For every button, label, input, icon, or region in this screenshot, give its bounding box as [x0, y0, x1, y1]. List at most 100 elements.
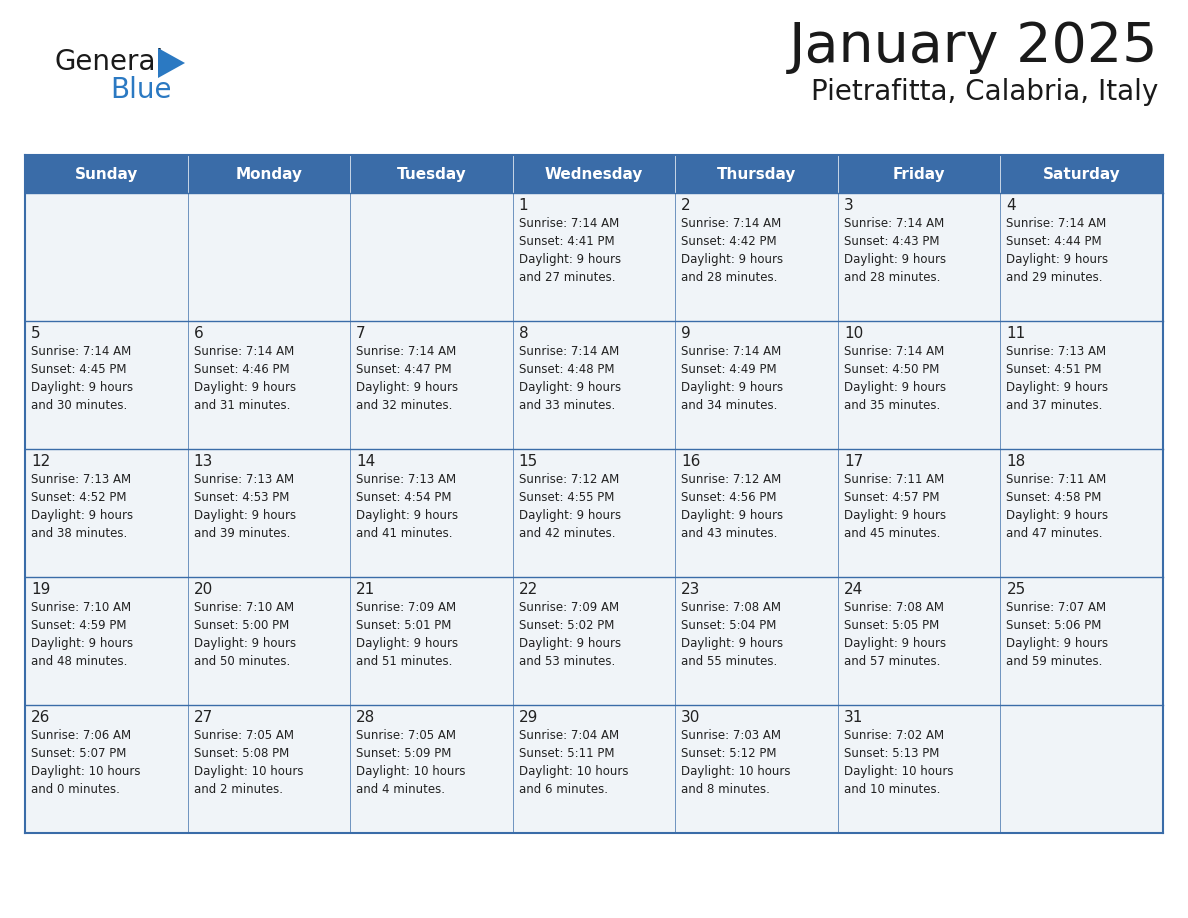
Text: and 45 minutes.: and 45 minutes.: [843, 527, 940, 540]
Bar: [675, 155, 838, 193]
Text: Sunrise: 7:04 AM: Sunrise: 7:04 AM: [519, 729, 619, 742]
Text: January 2025: January 2025: [789, 20, 1158, 74]
Text: 11: 11: [1006, 326, 1025, 341]
Text: Sunset: 5:06 PM: Sunset: 5:06 PM: [1006, 619, 1101, 632]
Text: Sunset: 5:01 PM: Sunset: 5:01 PM: [356, 619, 451, 632]
Text: 8: 8: [519, 326, 529, 341]
Text: Sunset: 4:44 PM: Sunset: 4:44 PM: [1006, 235, 1102, 248]
Text: Sunset: 4:52 PM: Sunset: 4:52 PM: [31, 491, 126, 504]
Bar: [838, 155, 1000, 193]
Text: Daylight: 9 hours: Daylight: 9 hours: [681, 637, 783, 650]
Text: Sunrise: 7:11 AM: Sunrise: 7:11 AM: [843, 473, 944, 486]
Text: 25: 25: [1006, 582, 1025, 597]
Text: Daylight: 9 hours: Daylight: 9 hours: [194, 381, 296, 394]
Text: and 33 minutes.: and 33 minutes.: [519, 399, 615, 412]
Text: 14: 14: [356, 454, 375, 469]
Text: Daylight: 9 hours: Daylight: 9 hours: [843, 253, 946, 266]
Text: 4: 4: [1006, 198, 1016, 213]
Bar: [350, 155, 513, 193]
Text: and 30 minutes.: and 30 minutes.: [31, 399, 127, 412]
Text: and 28 minutes.: and 28 minutes.: [681, 271, 778, 284]
Text: and 43 minutes.: and 43 minutes.: [681, 527, 778, 540]
Text: Daylight: 9 hours: Daylight: 9 hours: [681, 381, 783, 394]
Text: Sunset: 4:51 PM: Sunset: 4:51 PM: [1006, 363, 1102, 376]
Text: Daylight: 10 hours: Daylight: 10 hours: [31, 765, 140, 778]
Text: Sunset: 4:47 PM: Sunset: 4:47 PM: [356, 363, 451, 376]
Text: Sunset: 5:12 PM: Sunset: 5:12 PM: [681, 747, 777, 760]
Text: Sunrise: 7:09 AM: Sunrise: 7:09 AM: [519, 601, 619, 614]
Text: 13: 13: [194, 454, 213, 469]
Text: and 51 minutes.: and 51 minutes.: [356, 655, 453, 668]
Text: Sunset: 5:07 PM: Sunset: 5:07 PM: [31, 747, 126, 760]
Text: Sunrise: 7:14 AM: Sunrise: 7:14 AM: [31, 345, 131, 358]
Bar: [25, 321, 1163, 449]
Text: Daylight: 9 hours: Daylight: 9 hours: [1006, 253, 1108, 266]
Text: Sunrise: 7:05 AM: Sunrise: 7:05 AM: [356, 729, 456, 742]
Text: and 57 minutes.: and 57 minutes.: [843, 655, 940, 668]
Text: Sunset: 5:04 PM: Sunset: 5:04 PM: [681, 619, 777, 632]
Text: Daylight: 10 hours: Daylight: 10 hours: [681, 765, 791, 778]
Text: and 6 minutes.: and 6 minutes.: [519, 783, 608, 796]
Text: Sunrise: 7:13 AM: Sunrise: 7:13 AM: [194, 473, 293, 486]
Text: Friday: Friday: [893, 166, 946, 182]
Text: Saturday: Saturday: [1043, 166, 1120, 182]
Text: Sunset: 4:45 PM: Sunset: 4:45 PM: [31, 363, 126, 376]
Text: and 8 minutes.: and 8 minutes.: [681, 783, 770, 796]
Text: Sunrise: 7:07 AM: Sunrise: 7:07 AM: [1006, 601, 1106, 614]
Text: Sunrise: 7:08 AM: Sunrise: 7:08 AM: [681, 601, 782, 614]
Text: Sunset: 4:49 PM: Sunset: 4:49 PM: [681, 363, 777, 376]
Text: Daylight: 10 hours: Daylight: 10 hours: [356, 765, 466, 778]
Text: 22: 22: [519, 582, 538, 597]
Text: 15: 15: [519, 454, 538, 469]
Text: 1: 1: [519, 198, 529, 213]
Text: and 27 minutes.: and 27 minutes.: [519, 271, 615, 284]
Text: and 28 minutes.: and 28 minutes.: [843, 271, 940, 284]
Text: Daylight: 9 hours: Daylight: 9 hours: [843, 637, 946, 650]
Text: Sunset: 5:08 PM: Sunset: 5:08 PM: [194, 747, 289, 760]
Text: Daylight: 9 hours: Daylight: 9 hours: [1006, 381, 1108, 394]
Text: and 59 minutes.: and 59 minutes.: [1006, 655, 1102, 668]
Text: Sunrise: 7:14 AM: Sunrise: 7:14 AM: [519, 345, 619, 358]
Text: and 0 minutes.: and 0 minutes.: [31, 783, 120, 796]
Text: 3: 3: [843, 198, 854, 213]
Text: 9: 9: [681, 326, 691, 341]
Text: Daylight: 9 hours: Daylight: 9 hours: [1006, 509, 1108, 522]
Text: and 38 minutes.: and 38 minutes.: [31, 527, 127, 540]
Text: and 50 minutes.: and 50 minutes.: [194, 655, 290, 668]
Text: and 48 minutes.: and 48 minutes.: [31, 655, 127, 668]
Text: 24: 24: [843, 582, 864, 597]
Bar: [25, 577, 1163, 705]
Text: Sunset: 4:59 PM: Sunset: 4:59 PM: [31, 619, 126, 632]
Text: Daylight: 9 hours: Daylight: 9 hours: [519, 253, 621, 266]
Text: Pietrafitta, Calabria, Italy: Pietrafitta, Calabria, Italy: [810, 78, 1158, 106]
Text: and 10 minutes.: and 10 minutes.: [843, 783, 940, 796]
Text: Sunrise: 7:14 AM: Sunrise: 7:14 AM: [1006, 217, 1107, 230]
Text: Sunset: 5:00 PM: Sunset: 5:00 PM: [194, 619, 289, 632]
Text: General: General: [55, 48, 164, 76]
Text: Daylight: 9 hours: Daylight: 9 hours: [194, 509, 296, 522]
Text: and 34 minutes.: and 34 minutes.: [681, 399, 778, 412]
Text: Sunset: 4:43 PM: Sunset: 4:43 PM: [843, 235, 940, 248]
Text: 10: 10: [843, 326, 864, 341]
Text: 16: 16: [681, 454, 701, 469]
Text: Sunset: 5:05 PM: Sunset: 5:05 PM: [843, 619, 939, 632]
Text: and 31 minutes.: and 31 minutes.: [194, 399, 290, 412]
Text: 6: 6: [194, 326, 203, 341]
Text: Sunset: 4:57 PM: Sunset: 4:57 PM: [843, 491, 940, 504]
Text: 30: 30: [681, 710, 701, 725]
Text: Sunset: 5:02 PM: Sunset: 5:02 PM: [519, 619, 614, 632]
Text: Sunset: 5:09 PM: Sunset: 5:09 PM: [356, 747, 451, 760]
Text: and 39 minutes.: and 39 minutes.: [194, 527, 290, 540]
Text: Daylight: 9 hours: Daylight: 9 hours: [681, 253, 783, 266]
Text: and 4 minutes.: and 4 minutes.: [356, 783, 446, 796]
Polygon shape: [158, 48, 185, 78]
Bar: [513, 155, 675, 193]
Text: Sunrise: 7:06 AM: Sunrise: 7:06 AM: [31, 729, 131, 742]
Text: Daylight: 9 hours: Daylight: 9 hours: [356, 509, 459, 522]
Text: and 41 minutes.: and 41 minutes.: [356, 527, 453, 540]
Text: Sunrise: 7:14 AM: Sunrise: 7:14 AM: [356, 345, 456, 358]
Text: 19: 19: [31, 582, 50, 597]
Text: Thursday: Thursday: [716, 166, 796, 182]
Text: 18: 18: [1006, 454, 1025, 469]
Text: Sunset: 4:46 PM: Sunset: 4:46 PM: [194, 363, 289, 376]
